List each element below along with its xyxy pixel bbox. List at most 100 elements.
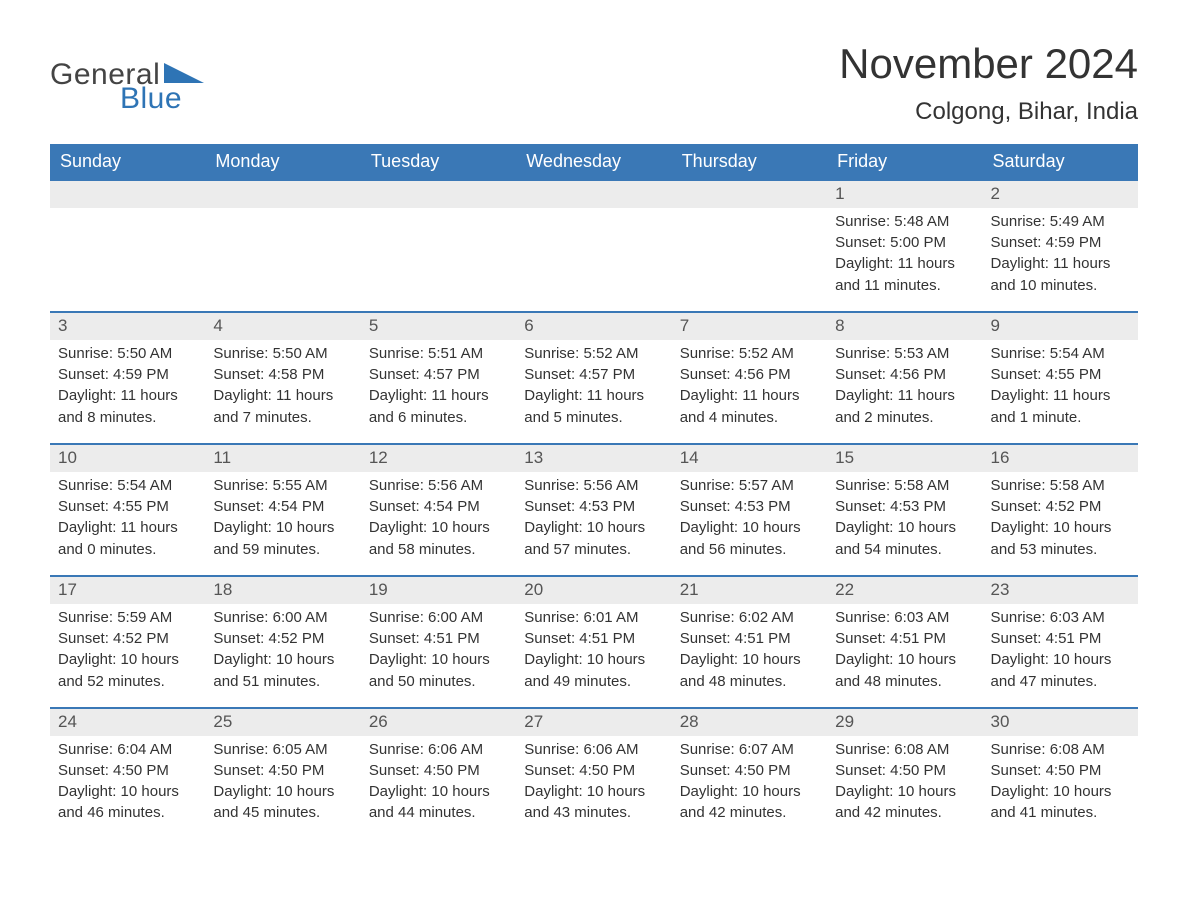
day-details: Sunrise: 5:50 AMSunset: 4:59 PMDaylight:… <box>50 344 205 428</box>
day-cell: 8 Sunrise: 5:53 AMSunset: 4:56 PMDaylight… <box>827 313 982 443</box>
week-row: 24Sunrise: 6:04 AMSunset: 4:50 PMDayligh… <box>50 707 1138 839</box>
day-detail-line: Daylight: 10 hours <box>991 518 1130 538</box>
day-cell <box>516 181 671 311</box>
day-detail-line: Sunrise: 5:56 AM <box>524 476 663 496</box>
day-detail-line: Sunset: 4:50 PM <box>213 761 352 781</box>
day-detail-line: Daylight: 11 hours <box>680 386 819 406</box>
day-detail-line: and 46 minutes. <box>58 803 197 823</box>
day-number: 7 <box>672 313 827 340</box>
month-title: November 2024 <box>839 40 1138 88</box>
day-detail-line: and 54 minutes. <box>835 540 974 560</box>
day-detail-line: and 44 minutes. <box>369 803 508 823</box>
day-detail-line: and 45 minutes. <box>213 803 352 823</box>
day-cell: 28Sunrise: 6:07 AMSunset: 4:50 PMDayligh… <box>672 709 827 839</box>
day-detail-line: Sunrise: 6:02 AM <box>680 608 819 628</box>
day-cell: 22Sunrise: 6:03 AMSunset: 4:51 PMDayligh… <box>827 577 982 707</box>
day-detail-line: Daylight: 11 hours <box>58 386 197 406</box>
day-cell: 4Sunrise: 5:50 AMSunset: 4:58 PMDaylight… <box>205 313 360 443</box>
day-detail-line: Daylight: 10 hours <box>680 782 819 802</box>
weekday-header: Tuesday <box>361 144 516 179</box>
day-detail-line: Sunrise: 5:57 AM <box>680 476 819 496</box>
day-number: 9 <box>983 313 1138 340</box>
day-detail-line: Sunrise: 6:03 AM <box>991 608 1130 628</box>
logo: General Blue <box>50 58 204 116</box>
day-detail-line: Sunset: 4:50 PM <box>369 761 508 781</box>
weekday-header: Thursday <box>672 144 827 179</box>
weekday-header-row: Sunday Monday Tuesday Wednesday Thursday… <box>50 144 1138 179</box>
day-detail-line: Daylight: 11 hours <box>58 518 197 538</box>
day-cell: 18Sunrise: 6:00 AMSunset: 4:52 PMDayligh… <box>205 577 360 707</box>
day-cell: 27Sunrise: 6:06 AMSunset: 4:50 PMDayligh… <box>516 709 671 839</box>
day-detail-line: Sunset: 4:52 PM <box>213 629 352 649</box>
day-detail-line: and 10 minutes. <box>991 276 1130 296</box>
day-detail-line: Sunset: 4:51 PM <box>524 629 663 649</box>
day-detail-line: Sunrise: 6:03 AM <box>835 608 974 628</box>
day-cell: 2Sunrise: 5:49 AMSunset: 4:59 PMDaylight… <box>983 181 1138 311</box>
day-number: 5 <box>361 313 516 340</box>
day-details: Sunrise: 6:06 AMSunset: 4:50 PMDaylight:… <box>516 740 671 824</box>
day-detail-line: Sunset: 4:53 PM <box>680 497 819 517</box>
day-details: Sunrise: 5:58 AMSunset: 4:52 PMDaylight:… <box>983 476 1138 560</box>
day-details: Sunrise: 5:49 AMSunset: 4:59 PMDaylight:… <box>983 212 1138 296</box>
day-number <box>361 181 516 208</box>
day-detail-line: Sunset: 5:00 PM <box>835 233 974 253</box>
day-detail-line: Sunrise: 6:07 AM <box>680 740 819 760</box>
day-cell: 25 Sunrise: 6:05 AMSunset: 4:50 PMDayligh… <box>205 709 360 839</box>
day-detail-line: Daylight: 11 hours <box>213 386 352 406</box>
day-detail-line: and 41 minutes. <box>991 803 1130 823</box>
day-cell: 20 Sunrise: 6:01 AMSunset: 4:51 PMDayligh… <box>516 577 671 707</box>
day-details: Sunrise: 5:56 AMSunset: 4:53 PMDaylight:… <box>516 476 671 560</box>
day-cell: 1Sunrise: 5:48 AMSunset: 5:00 PMDaylight… <box>827 181 982 311</box>
day-detail-line: Sunset: 4:52 PM <box>991 497 1130 517</box>
day-detail-line: Sunset: 4:50 PM <box>680 761 819 781</box>
day-detail-line: Daylight: 10 hours <box>524 650 663 670</box>
day-detail-line: Sunrise: 6:00 AM <box>213 608 352 628</box>
day-detail-line: Daylight: 10 hours <box>524 782 663 802</box>
day-number: 15 <box>827 445 982 472</box>
day-number: 26 <box>361 709 516 736</box>
day-detail-line: Sunrise: 6:08 AM <box>835 740 974 760</box>
day-detail-line: Sunset: 4:57 PM <box>369 365 508 385</box>
day-details: Sunrise: 5:58 AMSunset: 4:53 PMDaylight:… <box>827 476 982 560</box>
day-detail-line: Sunrise: 6:06 AM <box>524 740 663 760</box>
day-number: 3 <box>50 313 205 340</box>
day-cell: 12Sunrise: 5:56 AMSunset: 4:54 PMDayligh… <box>361 445 516 575</box>
day-cell: 29Sunrise: 6:08 AMSunset: 4:50 PMDayligh… <box>827 709 982 839</box>
day-detail-line: Daylight: 10 hours <box>369 650 508 670</box>
day-cell: 19Sunrise: 6:00 AMSunset: 4:51 PMDayligh… <box>361 577 516 707</box>
day-detail-line: Sunrise: 6:04 AM <box>58 740 197 760</box>
day-detail-line: Sunset: 4:59 PM <box>58 365 197 385</box>
day-detail-line: Daylight: 10 hours <box>991 782 1130 802</box>
weekday-header: Saturday <box>983 144 1138 179</box>
day-detail-line: Daylight: 10 hours <box>58 650 197 670</box>
day-detail-line: Sunrise: 5:54 AM <box>58 476 197 496</box>
day-detail-line: Sunrise: 6:01 AM <box>524 608 663 628</box>
day-detail-line: Sunset: 4:58 PM <box>213 365 352 385</box>
day-details: Sunrise: 6:05 AMSunset: 4:50 PMDaylight:… <box>205 740 360 824</box>
day-number: 8 <box>827 313 982 340</box>
day-detail-line: Sunset: 4:53 PM <box>835 497 974 517</box>
day-cell: 21Sunrise: 6:02 AMSunset: 4:51 PMDayligh… <box>672 577 827 707</box>
day-detail-line: Sunrise: 5:52 AM <box>680 344 819 364</box>
day-detail-line: Sunset: 4:51 PM <box>369 629 508 649</box>
day-detail-line: Sunset: 4:56 PM <box>680 365 819 385</box>
day-details: Sunrise: 6:06 AMSunset: 4:50 PMDaylight:… <box>361 740 516 824</box>
day-cell: 26 Sunrise: 6:06 AMSunset: 4:50 PMDayligh… <box>361 709 516 839</box>
day-detail-line: Sunset: 4:51 PM <box>835 629 974 649</box>
day-details: Sunrise: 6:02 AMSunset: 4:51 PMDaylight:… <box>672 608 827 692</box>
weekday-header: Monday <box>205 144 360 179</box>
location: Colgong, Bihar, India <box>839 98 1138 126</box>
day-number: 13 <box>516 445 671 472</box>
day-number: 25 <box>205 709 360 736</box>
day-detail-line: Daylight: 10 hours <box>369 782 508 802</box>
week-row: 10Sunrise: 5:54 AMSunset: 4:55 PMDayligh… <box>50 443 1138 575</box>
day-details: Sunrise: 5:53 AMSunset: 4:56 PMDaylight:… <box>827 344 982 428</box>
day-details: Sunrise: 5:57 AMSunset: 4:53 PMDaylight:… <box>672 476 827 560</box>
weekday-header: Friday <box>827 144 982 179</box>
day-detail-line: and 53 minutes. <box>991 540 1130 560</box>
day-detail-line: Sunset: 4:57 PM <box>524 365 663 385</box>
day-detail-line: Daylight: 10 hours <box>213 518 352 538</box>
day-detail-line: Daylight: 10 hours <box>835 518 974 538</box>
day-number: 20 <box>516 577 671 604</box>
day-details: Sunrise: 5:54 AMSunset: 4:55 PMDaylight:… <box>983 344 1138 428</box>
